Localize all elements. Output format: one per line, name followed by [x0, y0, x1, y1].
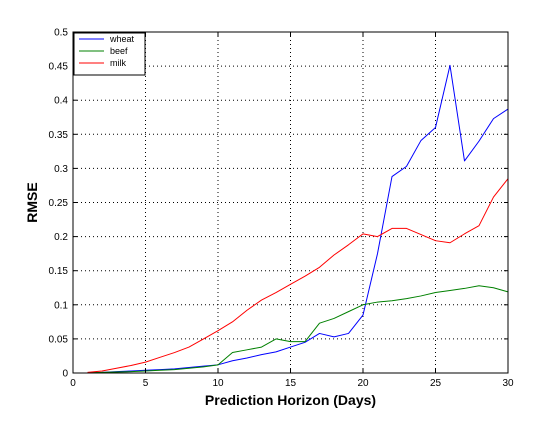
grid — [73, 32, 508, 373]
series-line-beef — [87, 285, 509, 374]
series-lines — [87, 64, 509, 374]
y-tick-label: 0.45 — [49, 62, 69, 73]
x-tick-label: 0 — [70, 378, 76, 389]
y-axis-label: RMSE — [24, 182, 40, 222]
plot-frame — [72, 31, 509, 374]
x-tick-label: 5 — [143, 378, 149, 389]
legend-label-beef: beef — [110, 46, 128, 56]
y-tick-label: 0.25 — [49, 198, 69, 209]
x-tick-label: 15 — [285, 378, 297, 389]
y-tick-label: 0.4 — [54, 96, 68, 107]
series-line-milk — [87, 178, 509, 373]
x-axis-ticks: 0 5 10 15 20 25 30 — [70, 32, 514, 389]
series-line-wheat — [87, 64, 509, 374]
x-tick-label: 25 — [430, 378, 442, 389]
x-tick-label: 30 — [502, 378, 514, 389]
y-tick-label: 0.35 — [49, 130, 69, 141]
y-tick-label: 0.5 — [54, 28, 68, 39]
y-tick-label: 0.05 — [49, 334, 69, 345]
y-axis-ticks: 0 0.05 0.1 0.15 0.2 0.25 0.3 0.35 0.4 0.45 0.5 — [49, 28, 508, 380]
x-tick-label: 20 — [357, 378, 369, 389]
legend-label-milk: milk — [110, 58, 126, 68]
y-tick-label: 0 — [62, 369, 68, 380]
y-tick-label: 0.15 — [49, 266, 69, 277]
x-axis-label: Prediction Horizon (Days) — [205, 392, 376, 408]
y-tick-label: 0.1 — [54, 300, 68, 311]
legend-label-wheat: wheat — [109, 34, 135, 44]
legend-box — [73, 32, 146, 76]
legend: wheat beef milk — [73, 32, 146, 76]
y-tick-label: 0.3 — [54, 164, 68, 175]
x-tick-label: 10 — [212, 378, 224, 389]
y-tick-label: 0.2 — [54, 232, 68, 243]
